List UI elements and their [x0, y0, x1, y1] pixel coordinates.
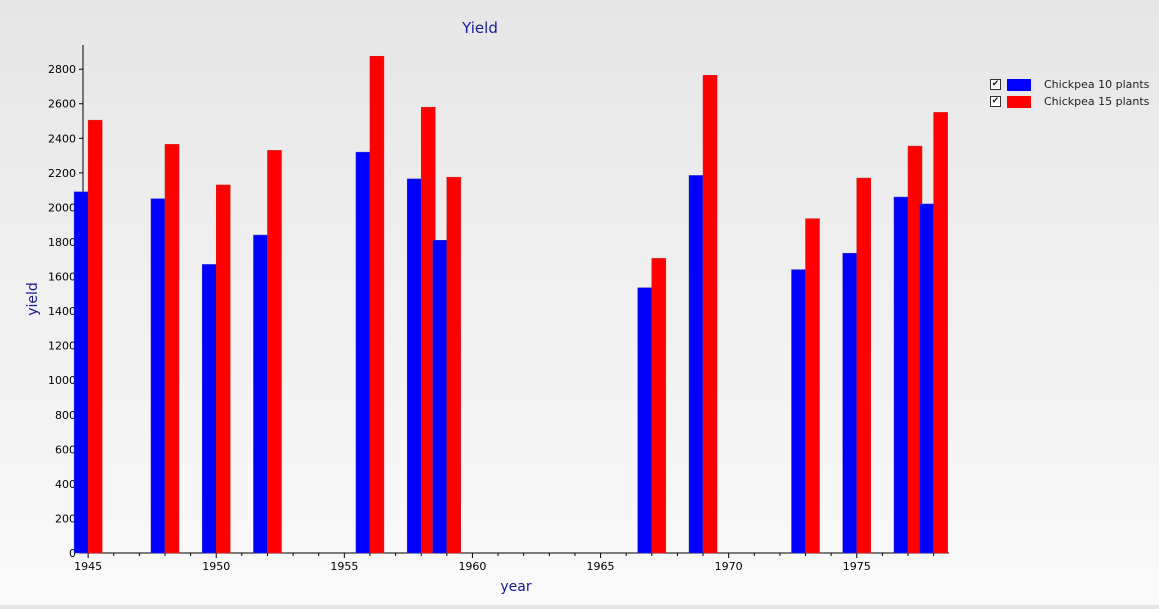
legend-checkbox-series-1[interactable]: ✔ — [990, 79, 1001, 90]
bar-series-2-1945 — [87, 119, 103, 554]
legend-swatch-series-2 — [1007, 95, 1031, 108]
legend-label-series-1: Chickpea 10 plants — [1044, 78, 1150, 91]
bar-series-2-1969 — [702, 74, 718, 554]
bar-series-2-1975 — [856, 177, 872, 554]
x-tick-label: 1950 — [202, 560, 230, 573]
x-tick-label: 1955 — [330, 560, 358, 573]
y-tick-label: 1800 — [48, 236, 76, 249]
bar-series-2-1967 — [651, 258, 667, 554]
axes: 0 200 400 600 800 1000 1200 1400 1600 1800 2000 220… — [48, 45, 949, 573]
x-tick-label: 1945 — [74, 560, 102, 573]
x-tick-label: 1960 — [458, 560, 486, 573]
y-tick-label: 2000 — [48, 201, 76, 214]
bar-series-1-1958 — [406, 178, 422, 554]
bar-series-1-1967 — [637, 287, 653, 554]
chart-title: Yield — [461, 19, 498, 37]
bar-series-1-1975 — [842, 252, 858, 554]
x-tick-label: 1975 — [843, 560, 871, 573]
y-tick-label: 1200 — [48, 340, 76, 353]
y-tick-label: 200 — [55, 512, 76, 525]
y-tick-label: 2400 — [48, 132, 76, 145]
bar-series-2-1956 — [369, 55, 385, 554]
y-tick-label: 800 — [55, 409, 76, 422]
bar-series-2-1959 — [446, 176, 462, 554]
bar-series-1-1945 — [73, 191, 89, 554]
bars — [73, 55, 948, 554]
legend: ✔ Chickpea 10 plants ✔ Chickpea 15 plant… — [990, 76, 1149, 110]
bar-series-1-1978 — [919, 203, 934, 554]
bar-series-2-1948 — [164, 144, 180, 554]
bar-series-1-1959 — [432, 240, 448, 554]
legend-checkbox-series-2[interactable]: ✔ — [990, 96, 1001, 107]
bar-series-2-1973 — [805, 218, 820, 554]
y-tick-label: 2800 — [48, 63, 76, 76]
y-tick-label: 1600 — [48, 271, 76, 284]
bar-series-1-1956 — [355, 151, 371, 554]
bar-series-2-1978 — [933, 112, 948, 554]
y-tick-label: 1400 — [48, 305, 76, 318]
x-axis-label: year — [500, 579, 531, 595]
x-tick-label: 1965 — [587, 560, 615, 573]
bar-series-2-1950 — [215, 184, 231, 554]
bar-series-2-1952 — [267, 150, 282, 554]
y-tick-label: 2200 — [48, 167, 76, 180]
y-axis-label: yield — [25, 282, 41, 316]
bar-series-1-1950 — [201, 264, 217, 554]
y-tick-label: 0 — [69, 547, 76, 560]
bar-series-1-1948 — [150, 198, 166, 554]
y-tick-label: 600 — [55, 443, 76, 456]
legend-label-series-2: Chickpea 15 plants — [1044, 95, 1150, 108]
y-tick-label: 1000 — [48, 374, 76, 387]
y-tick-label: 400 — [55, 478, 76, 491]
legend-swatch-series-1 — [1007, 78, 1031, 91]
bar-series-1-1977 — [893, 196, 909, 554]
x-tick-label: 1970 — [715, 560, 743, 573]
legend-item-series-2[interactable]: ✔ Chickpea 15 plants — [990, 93, 1149, 110]
bar-series-1-1969 — [688, 175, 704, 554]
bar-series-1-1973 — [791, 269, 806, 554]
y-tick-label: 2600 — [48, 98, 76, 111]
legend-item-series-1[interactable]: ✔ Chickpea 10 plants — [990, 76, 1149, 93]
bar-series-1-1952 — [253, 234, 268, 554]
